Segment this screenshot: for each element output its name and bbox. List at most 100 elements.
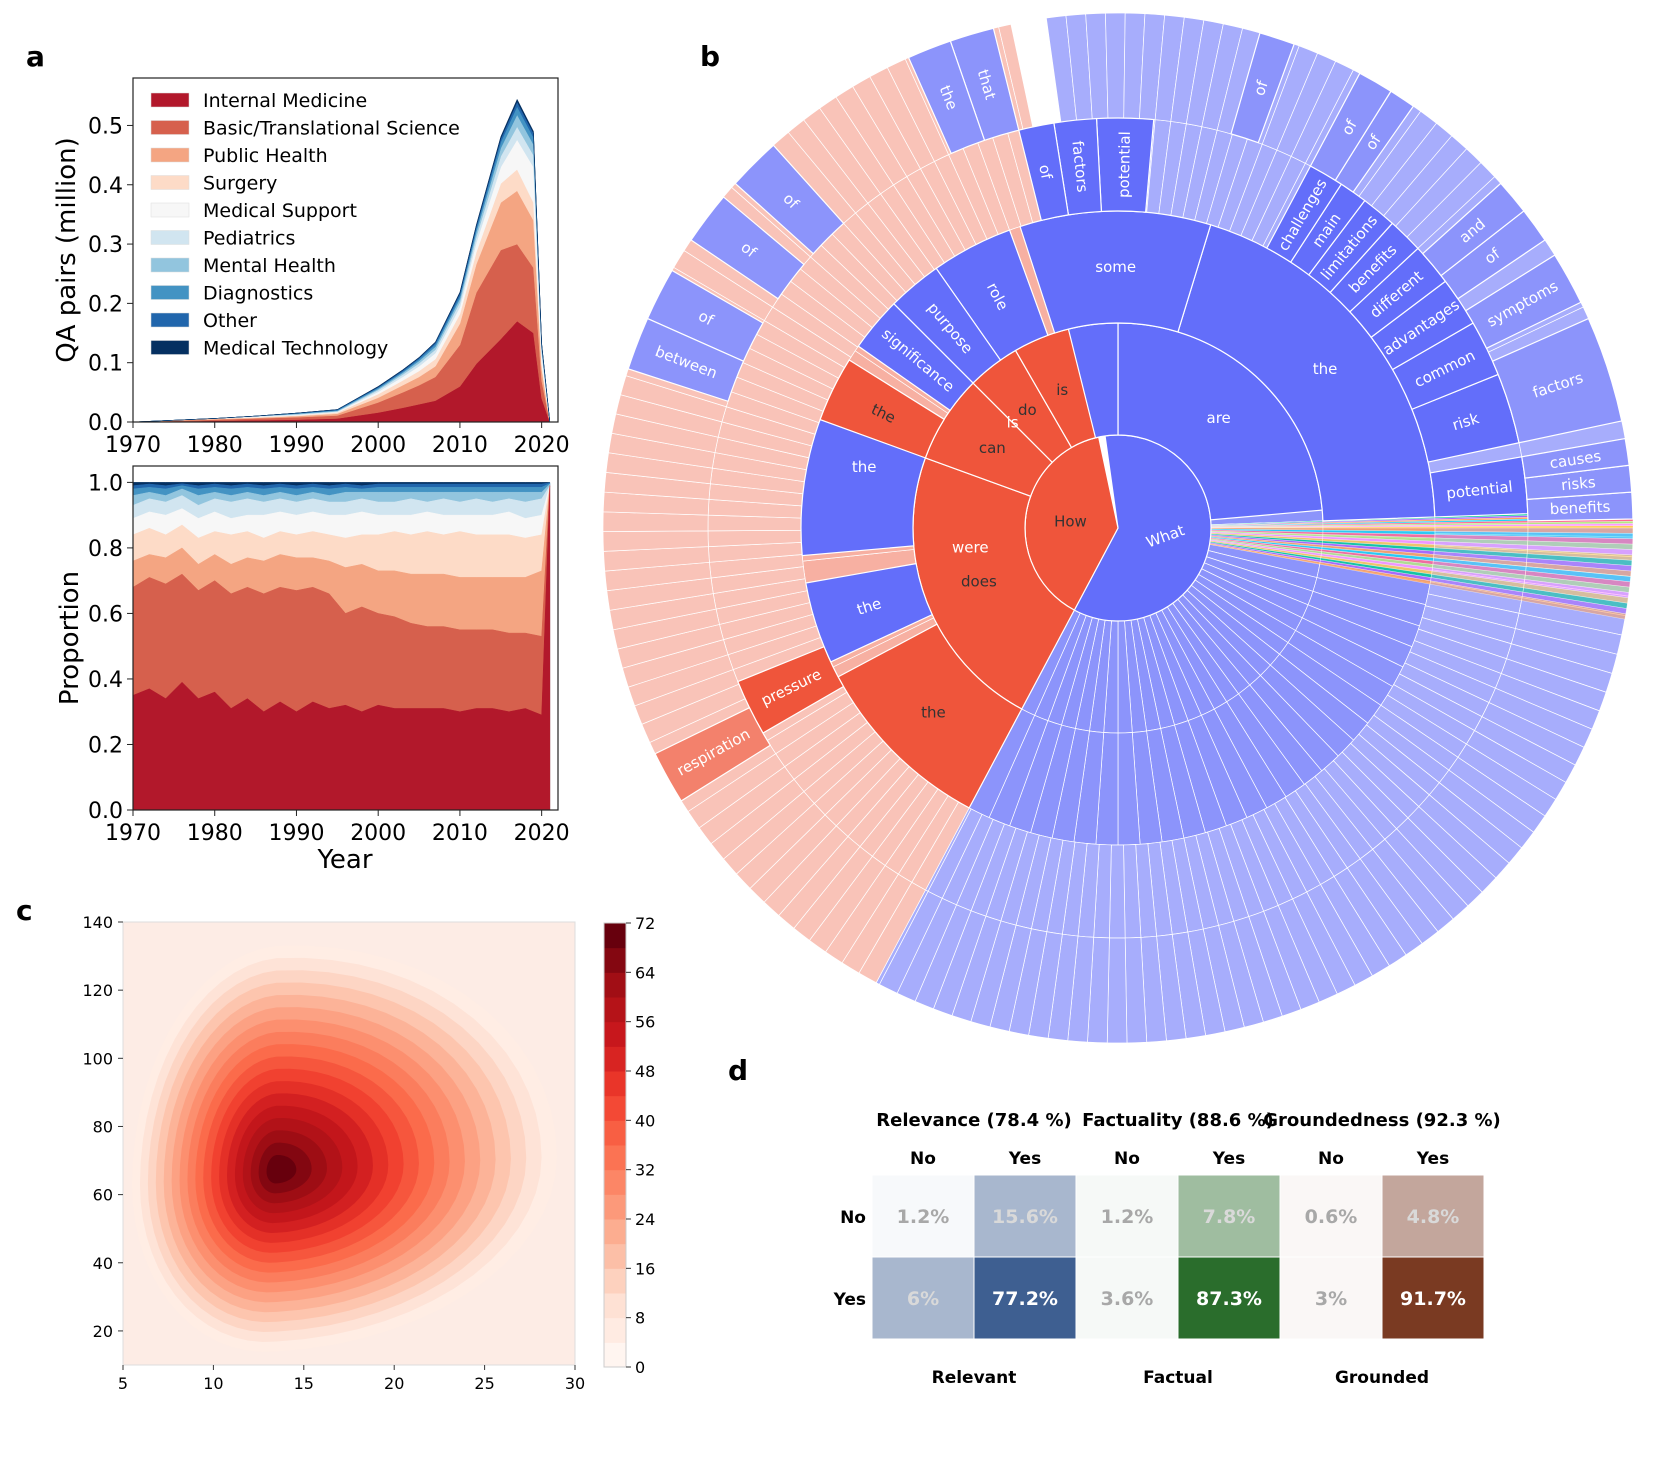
colorbar-band — [604, 972, 626, 998]
sunburst-segment-potential — [1095, 117, 1155, 213]
x-axis-label: Year — [316, 845, 372, 875]
colorbar-band — [604, 1169, 626, 1195]
column-label: No — [910, 1149, 936, 1169]
sunburst-label: do — [1018, 401, 1037, 419]
chart-a-top: 1970 1980 1990 2000 2010 2020 0.0 0.1 0.2 0.3 0.4 0… — [52, 77, 570, 458]
proportion-area-internal-medicine — [132, 485, 551, 811]
sunburst-segment-respiration — [654, 706, 772, 802]
colorbar-tick-label: 8 — [635, 1309, 645, 1328]
confusion-cell — [871, 1174, 975, 1258]
legend-label: Pediatrics — [203, 228, 295, 250]
column-label: Yes — [1416, 1149, 1449, 1169]
y-axis-label: Proportion — [55, 571, 85, 705]
cell-value: 77.2% — [992, 1288, 1058, 1310]
chart-a-bottom: 1970 1980 1990 2000 2010 2020 0.0 0.2 0.4 0.6 0.8 1… — [55, 465, 570, 875]
sunburst-segment-that — [949, 27, 1020, 142]
x-tick-label: 15 — [294, 1374, 314, 1393]
confusion-cell — [1279, 1256, 1383, 1340]
row-label: No — [840, 1208, 866, 1228]
group-title: Factuality (88.6 %) — [1082, 1110, 1274, 1131]
colorbar-tick-label: 16 — [635, 1259, 655, 1278]
y-tick-label: 0.4 — [88, 174, 123, 199]
group-title: Groundedness (92.3 %) — [1263, 1110, 1501, 1131]
sunburst-label: are — [1207, 409, 1231, 427]
y-tick-label: 1.0 — [88, 471, 123, 496]
sunburst-label: potential — [1115, 131, 1134, 198]
sunburst-segment-causes — [1521, 437, 1630, 479]
sunburst-minor-wedge — [1105, 12, 1126, 119]
sunburst-segment-risks — [1524, 464, 1633, 501]
colorbar-tick-label: 40 — [635, 1111, 655, 1130]
legend-swatch — [150, 92, 190, 108]
column-label: No — [1114, 1149, 1140, 1169]
y-tick-label: 0.3 — [88, 233, 123, 258]
confusion-cell — [1075, 1256, 1179, 1340]
colorbar-tick-label: 56 — [635, 1013, 655, 1032]
sunburst-segment-purpose — [892, 267, 1002, 384]
cell-value: 4.8% — [1407, 1206, 1460, 1228]
sunburst-label: is — [1056, 381, 1068, 399]
legend-label: Medical Support — [203, 200, 357, 222]
chart-d-confusion: No Yes Relevance (78.4 %) Relevant No Yes 1.2%… — [833, 1110, 1501, 1388]
legend-label: Other — [203, 310, 257, 332]
x-tick-label: 2020 — [514, 433, 570, 458]
y-tick-label: 0.1 — [88, 352, 123, 377]
x-tick-label: 2020 — [514, 821, 570, 846]
x-tick-label: 1970 — [105, 433, 161, 458]
column-label: Yes — [1212, 1149, 1245, 1169]
cell-value: 7.8% — [1203, 1206, 1256, 1228]
sunburst-segment-factors — [1491, 317, 1623, 444]
sunburst-label: of — [1250, 78, 1272, 98]
sunburst-segment-of — [1230, 32, 1295, 144]
x-tick-label: 10 — [203, 1374, 223, 1393]
density-contour — [266, 1154, 297, 1184]
panel-label-a: a — [26, 40, 45, 73]
colorbar-band — [604, 1021, 626, 1047]
x-tick-label: 2010 — [432, 821, 488, 846]
y-tick-label: 80 — [93, 1117, 113, 1136]
sunburst-segment-the — [819, 359, 945, 459]
confusion-cell — [871, 1256, 975, 1340]
y-tick-label: 140 — [82, 913, 113, 932]
sunburst-minor-wedge — [1109, 844, 1126, 939]
legend-label: Internal Medicine — [203, 90, 367, 112]
plot-frame — [132, 77, 559, 423]
confusion-cell — [1177, 1256, 1281, 1340]
legend-swatch — [150, 120, 190, 135]
group-footer: Factual — [1143, 1368, 1213, 1388]
sunburst-minor-wedge — [1106, 937, 1128, 1044]
colorbar-band — [604, 947, 626, 973]
legend-swatch — [150, 285, 190, 300]
y-tick-label: 120 — [82, 981, 113, 1000]
sunburst-label: some — [1095, 258, 1136, 276]
sunburst-segment-of — [1440, 210, 1546, 300]
column-label: Yes — [1008, 1149, 1041, 1169]
y-tick-label: 60 — [93, 1186, 113, 1205]
cell-value: 91.7% — [1400, 1288, 1466, 1310]
x-tick-label: 1990 — [268, 821, 324, 846]
group-footer: Relevant — [932, 1368, 1017, 1388]
legend-label: Medical Technology — [203, 338, 388, 360]
sunburst-segment-of — [1334, 90, 1415, 193]
cell-value: 1.2% — [897, 1206, 950, 1228]
colorbar-band — [604, 1120, 626, 1146]
cell-value: 3% — [1315, 1288, 1347, 1310]
panel-label-c: c — [16, 894, 33, 927]
confusion-cell — [1075, 1174, 1179, 1258]
sunburst-segment-of — [1309, 72, 1392, 182]
colorbar-band — [604, 1194, 626, 1220]
cell-value: 0.6% — [1305, 1206, 1358, 1228]
sunburst-label: risks — [1560, 473, 1596, 494]
y-tick-label: 0.2 — [88, 292, 123, 317]
colorbar-frame — [603, 922, 627, 1368]
legend-label: Basic/Translational Science — [203, 118, 460, 140]
sunburst-label: were — [952, 538, 989, 556]
y-tick-label: 0.8 — [88, 537, 123, 562]
sunburst-segment-between — [627, 317, 745, 403]
sunburst-segment-of — [646, 269, 764, 363]
plot-frame — [132, 465, 559, 811]
legend-label: Diagnostics — [203, 283, 313, 305]
sunburst-other-wedge — [1527, 525, 1634, 529]
legend-swatch — [150, 230, 190, 245]
legend-label: Mental Health — [203, 255, 336, 277]
